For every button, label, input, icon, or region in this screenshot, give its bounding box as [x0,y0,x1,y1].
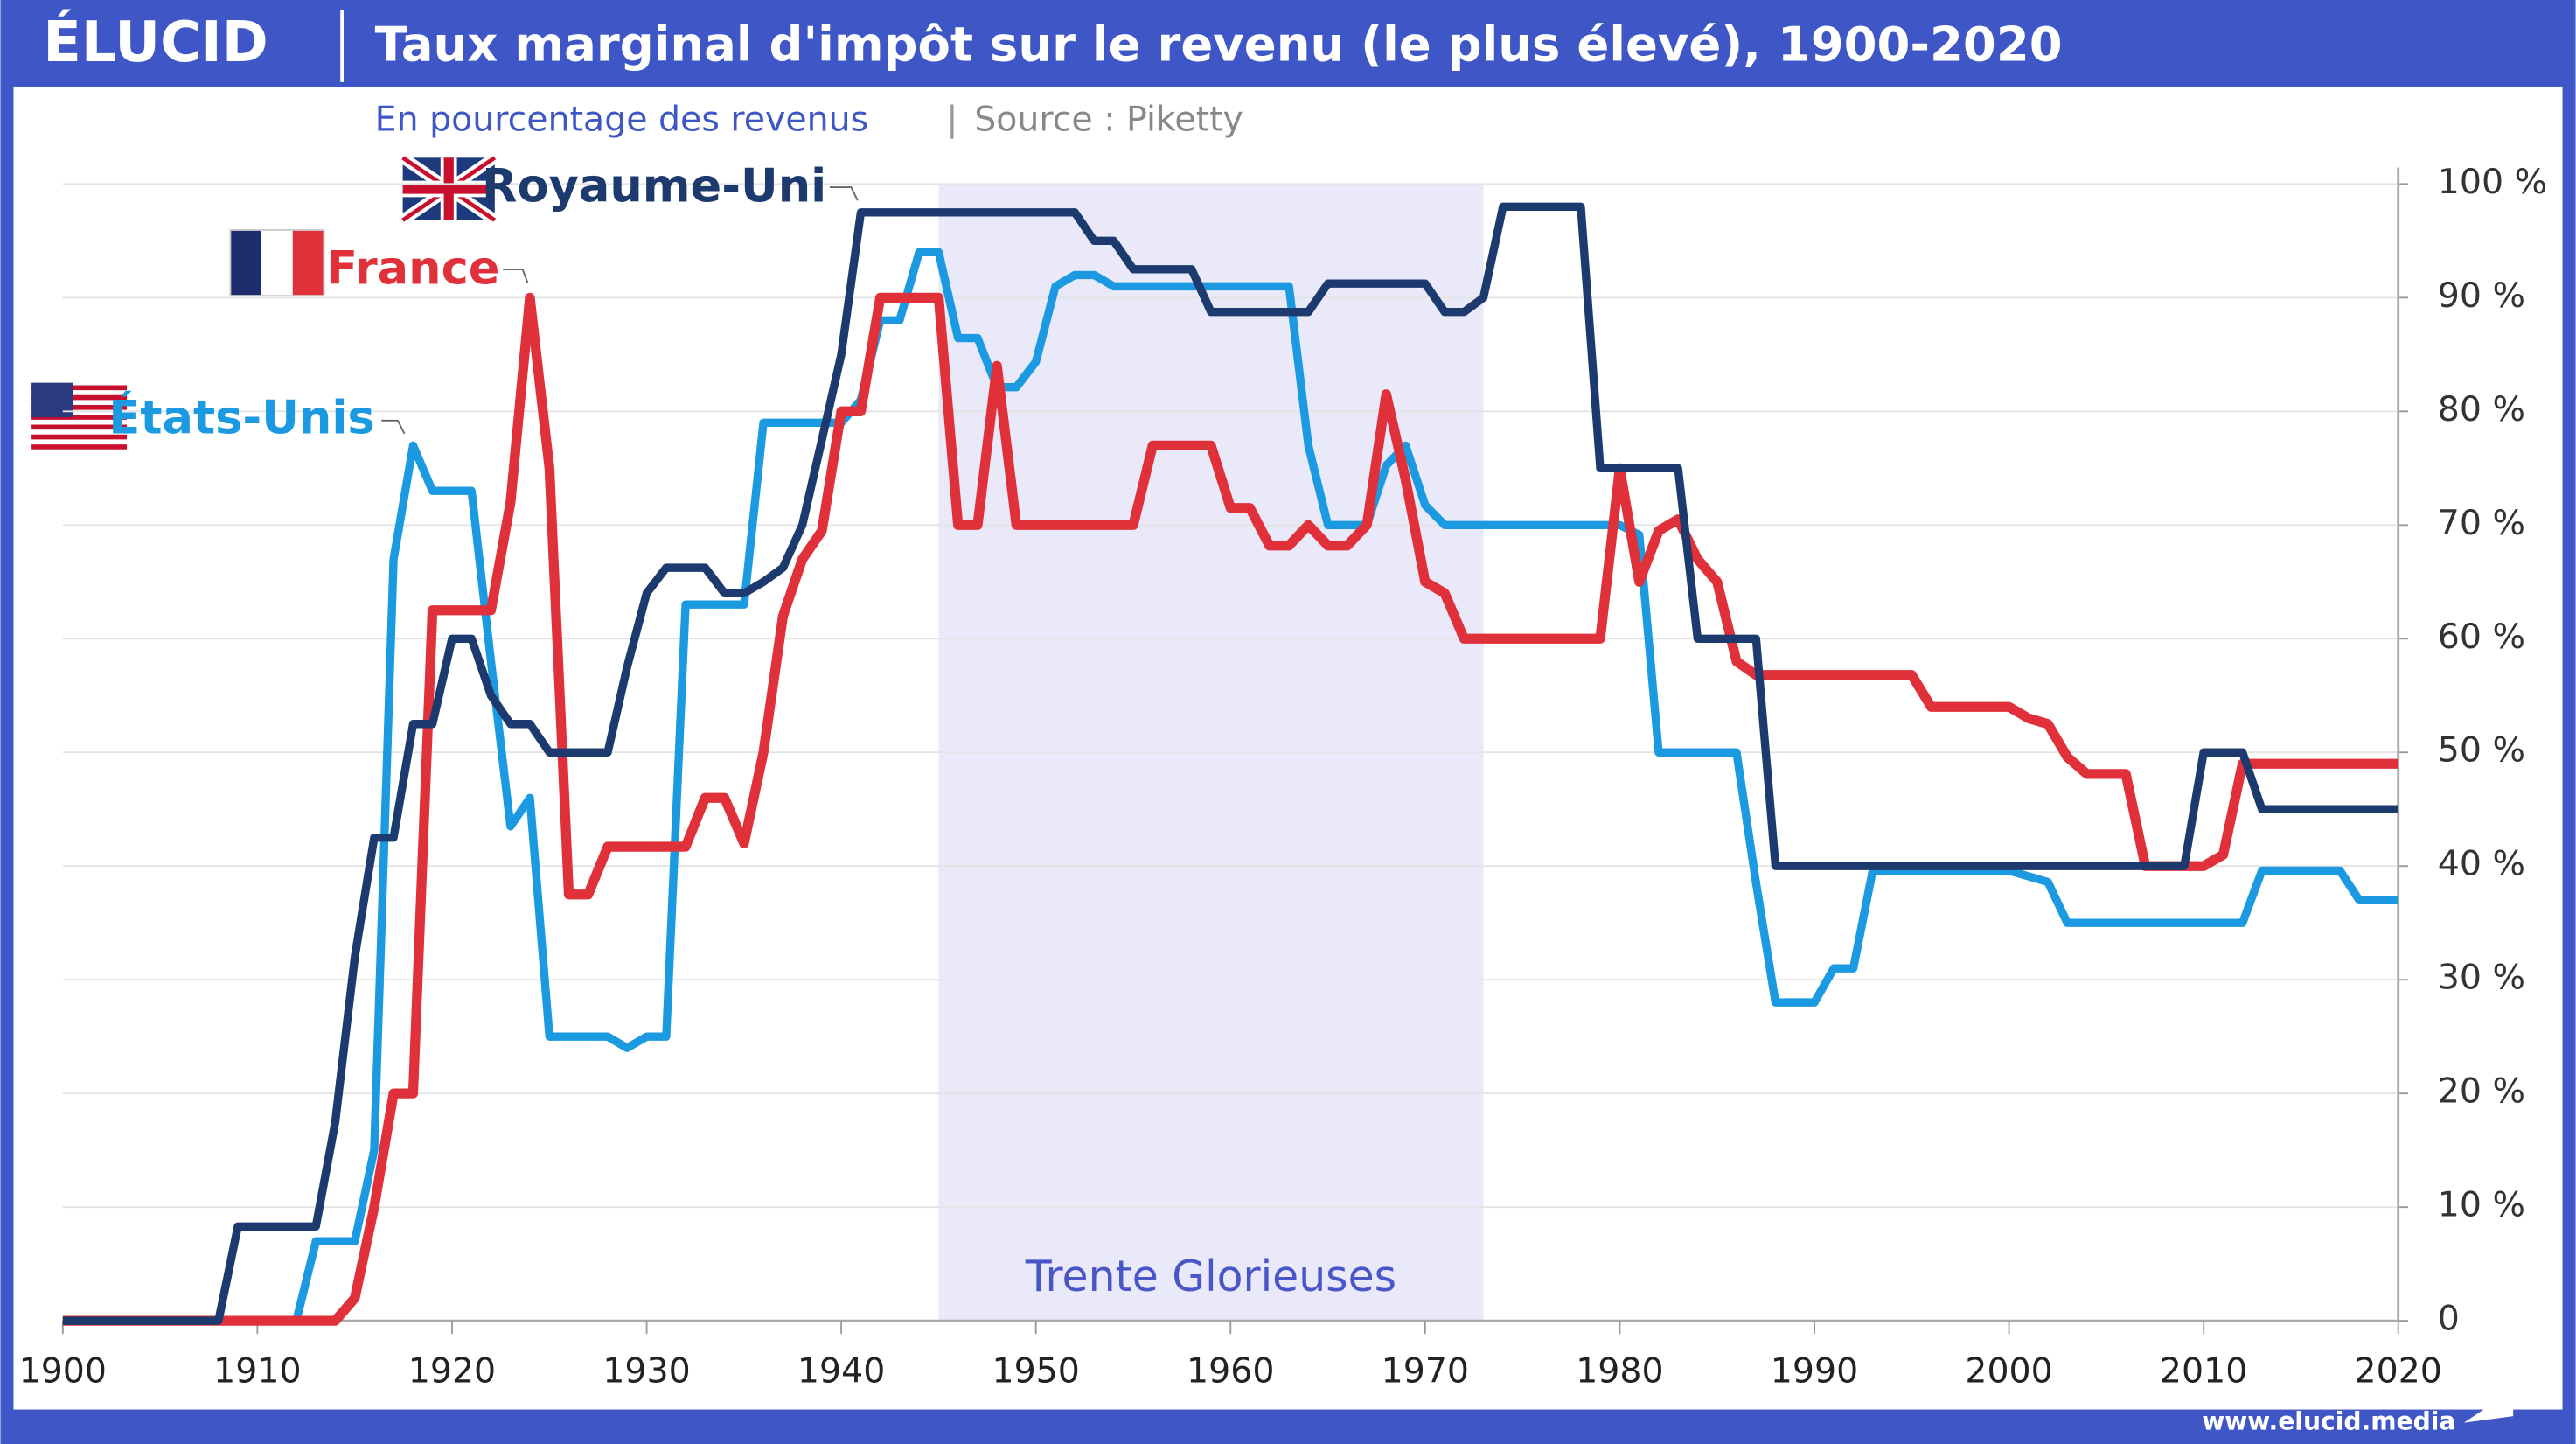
logo: ÉLUCID [43,9,268,75]
y-tick-label: 0 [2438,1299,2460,1339]
series-label: France [326,242,499,296]
y-tick-label: 60 % [2438,617,2525,657]
x-tick-label: 2020 [2355,1351,2442,1392]
y-tick-label: 10 % [2438,1185,2525,1225]
subtitle: En pourcentage des revenus [375,99,868,139]
series-label: Royaume-Uni [482,160,826,213]
band-label: Trente Glorieuses [1025,1252,1396,1301]
y-tick-label: 50 % [2438,730,2525,771]
y-tick-label: 80 % [2438,389,2525,429]
series-line [62,292,2398,1326]
x-tick-label: 2000 [1965,1351,2052,1392]
y-tick-label: 100 % [2438,162,2547,202]
label-connector [829,186,859,201]
flag-us [31,382,128,450]
y-tick-label: 70 % [2438,503,2525,543]
x-tick-label: 1980 [1576,1351,1663,1392]
x-tick-label: 1960 [1187,1351,1274,1392]
source: Source : Piketty [974,99,1243,139]
chart-title: Taux marginal d'impôt sur le revenu (le … [375,17,2063,73]
x-tick-label: 1930 [602,1351,690,1392]
x-tick-label: 1910 [213,1351,301,1392]
y-tick-label: 40 % [2438,844,2525,884]
y-tick-label: 20 % [2438,1071,2525,1112]
x-tick-label: 1990 [1771,1351,1858,1392]
flag-france [229,229,325,297]
x-tick-label: 1920 [408,1351,496,1392]
y-tick-label: 90 % [2438,276,2525,316]
separator: | [946,99,957,139]
series-label: États-Unis [108,389,374,444]
x-tick-label: 1950 [992,1351,1079,1392]
flag-uk [399,152,498,226]
series-line [62,248,2398,1325]
label-connector [503,269,529,283]
x-tick-label: 1940 [797,1351,885,1392]
series-line [62,202,2398,1325]
x-tick-label: 1900 [19,1351,107,1392]
footer: www.elucid.media [2202,1407,2455,1436]
label-connector [381,419,406,435]
y-tick-label: 30 % [2438,958,2525,998]
x-tick-label: 1970 [1382,1351,1469,1392]
x-tick-label: 2010 [2160,1351,2247,1392]
